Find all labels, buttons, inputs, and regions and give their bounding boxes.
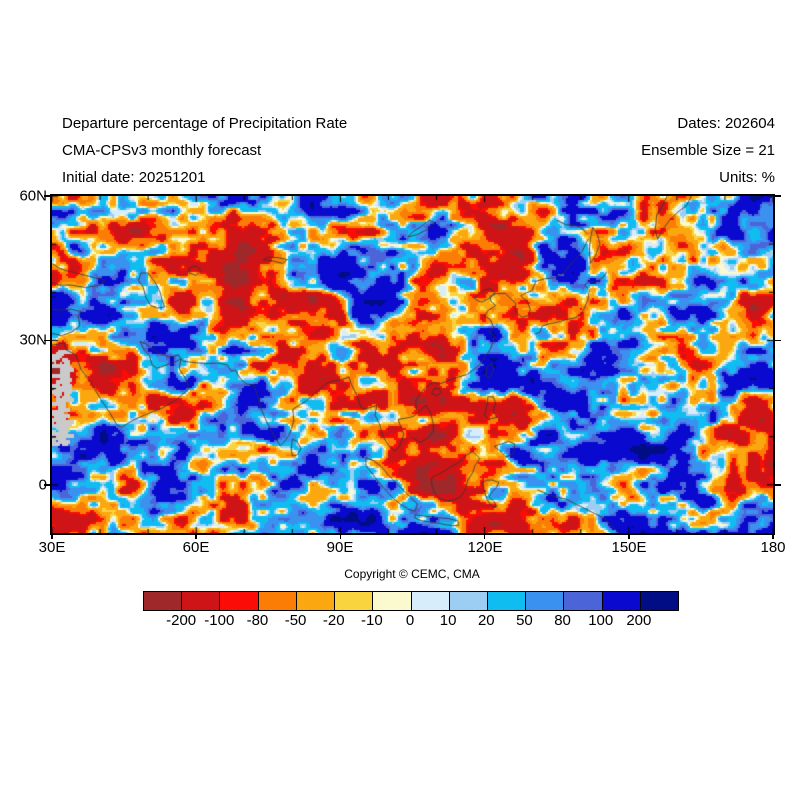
axis-tick <box>775 484 781 486</box>
x-axis-label-90E: 90E <box>326 539 354 556</box>
colorbar-tick-label: 20 <box>477 612 495 629</box>
x-axis-label-60E: 60E <box>182 539 210 556</box>
x-axis-label-30E: 30E <box>38 539 66 556</box>
y-axis-label-60N: 60N <box>19 187 47 205</box>
copyright-text: Copyright © CEMC, CMA <box>344 567 480 581</box>
colorbar-tick-label: -50 <box>284 612 307 629</box>
colorbar-cell-1 <box>182 592 221 610</box>
colorbar-cell-2 <box>220 592 259 610</box>
header-left: Departure percentage of Precipitation Ra… <box>62 110 347 191</box>
colorbar-cell-5 <box>335 592 374 610</box>
colorbar-cell-4 <box>296 592 336 610</box>
chart-subtitle: CMA-CPSv3 monthly forecast <box>62 142 262 159</box>
precipitation-anomaly-map-canvas <box>52 196 773 533</box>
colorbar-tick-label: 50 <box>516 612 533 629</box>
colorbar-cell-8 <box>449 592 488 610</box>
colorbar-cell-10 <box>526 592 565 610</box>
axis-tick <box>628 533 630 539</box>
colorbar-cell-9 <box>487 592 527 610</box>
colorbar-tick-label: 0 <box>405 612 415 629</box>
colorbar-legend <box>143 591 679 611</box>
axis-tick <box>483 533 486 539</box>
colorbar-tick-label: 10 <box>439 612 457 629</box>
axis-tick <box>775 195 781 197</box>
axis-tick <box>772 533 774 539</box>
axis-tick <box>51 533 53 539</box>
colorbar-tick-label: -10 <box>361 612 383 629</box>
initial-date-label: Initial date: 20251201 <box>62 169 206 186</box>
units-label: Units: % <box>719 169 775 186</box>
colorbar-tick-label: -20 <box>322 612 345 629</box>
axis-tick <box>775 339 781 342</box>
colorbar-cell-13 <box>640 592 679 610</box>
colorbar-tick-label: -80 <box>246 612 269 629</box>
colorbar-tick-label: -100 <box>204 612 235 629</box>
valid-dates-label: Dates: 202604 <box>677 115 775 132</box>
axis-tick <box>44 195 50 197</box>
colorbar-tick-label: -200 <box>166 612 197 629</box>
colorbar-cell-6 <box>373 592 412 610</box>
y-axis-label-30N: 30N <box>19 331 47 349</box>
colorbar-cell-7 <box>411 592 450 610</box>
axis-tick <box>195 533 197 539</box>
colorbar-tick-label: 80 <box>554 612 571 629</box>
colorbar-cell-0 <box>144 592 183 610</box>
ensemble-size-label: Ensemble Size = 21 <box>641 142 775 159</box>
map-frame <box>50 194 775 535</box>
x-axis-label-150E: 150E <box>611 539 647 556</box>
axis-tick <box>44 339 50 342</box>
x-axis-label-120E: 120E <box>467 539 503 556</box>
axis-tick <box>339 533 342 539</box>
chart-title: Departure percentage of Precipitation Ra… <box>62 115 348 132</box>
colorbar-tick-label: 100 <box>588 612 614 629</box>
colorbar-cell-11 <box>564 592 603 610</box>
x-axis-label-180: 180 <box>760 539 786 556</box>
colorbar-tick-label: 200 <box>626 612 652 629</box>
colorbar-cell-12 <box>602 592 641 610</box>
axis-tick <box>44 484 50 486</box>
y-axis-label-0: 0 <box>38 476 47 494</box>
header-right: Dates: 202604 Ensemble Size = 21 Units: … <box>641 110 775 191</box>
colorbar-cell-3 <box>258 592 297 610</box>
